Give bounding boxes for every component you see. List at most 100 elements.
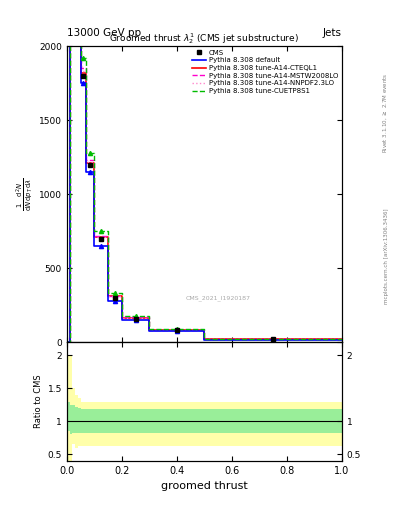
Pythia 8.308 tune-CUETP8S1	[106, 228, 110, 234]
Pythia 8.308 tune-A14-MSTW2008LO	[106, 292, 110, 298]
Pythia 8.308 tune-A14-NNPDF2.3LO	[67, 339, 72, 346]
Pythia 8.308 tune-A14-MSTW2008LO	[119, 292, 124, 298]
Line: Pythia 8.308 tune-CUETP8S1: Pythia 8.308 tune-CUETP8S1	[67, 0, 342, 343]
Pythia 8.308 tune-CUETP8S1	[340, 336, 344, 342]
Pythia 8.308 tune-CUETP8S1	[84, 150, 88, 156]
Pythia 8.308 tune-A14-MSTW2008LO	[340, 336, 344, 342]
Pythia 8.308 tune-A14-NNPDF2.3LO	[78, 68, 83, 74]
Pythia 8.308 default	[119, 317, 124, 323]
Line: Pythia 8.308 tune-A14-CTEQL1: Pythia 8.308 tune-A14-CTEQL1	[67, 0, 342, 343]
Pythia 8.308 tune-A14-MSTW2008LO	[78, 65, 83, 71]
Pythia 8.308 default	[92, 169, 97, 175]
Pythia 8.308 default	[106, 298, 110, 304]
Title: Groomed thrust $\lambda_2^1$ (CMS jet substructure): Groomed thrust $\lambda_2^1$ (CMS jet su…	[109, 31, 299, 46]
CMS	[81, 73, 86, 79]
Pythia 8.308 tune-CUETP8S1	[92, 150, 97, 156]
Pythia 8.308 tune-A14-MSTW2008LO	[202, 336, 207, 342]
Pythia 8.308 default	[147, 317, 152, 323]
Pythia 8.308 default	[202, 336, 207, 343]
Pythia 8.308 tune-A14-NNPDF2.3LO	[106, 293, 110, 299]
Pythia 8.308 default	[106, 243, 110, 249]
Pythia 8.308 tune-A14-CTEQL1	[106, 234, 110, 240]
Pythia 8.308 tune-A14-NNPDF2.3LO	[202, 327, 207, 333]
Pythia 8.308 tune-A14-MSTW2008LO	[92, 232, 97, 239]
Pythia 8.308 tune-A14-MSTW2008LO	[147, 327, 152, 333]
Pythia 8.308 tune-A14-NNPDF2.3LO	[84, 68, 88, 74]
Pythia 8.308 tune-A14-NNPDF2.3LO	[147, 327, 152, 333]
Pythia 8.308 default	[84, 169, 88, 175]
Text: Rivet 3.1.10, $\geq$ 2.7M events: Rivet 3.1.10, $\geq$ 2.7M events	[382, 72, 389, 153]
Pythia 8.308 tune-A14-NNPDF2.3LO	[202, 336, 207, 342]
Pythia 8.308 tune-CUETP8S1	[202, 336, 207, 342]
Pythia 8.308 tune-A14-NNPDF2.3LO	[92, 234, 97, 240]
Line: CMS: CMS	[69, 0, 275, 342]
Legend: CMS, Pythia 8.308 default, Pythia 8.308 tune-A14-CTEQL1, Pythia 8.308 tune-A14-M: CMS, Pythia 8.308 default, Pythia 8.308 …	[191, 48, 340, 96]
Pythia 8.308 tune-A14-CTEQL1	[67, 339, 72, 346]
Pythia 8.308 tune-A14-CTEQL1	[64, 339, 69, 346]
Text: 13000 GeV pp: 13000 GeV pp	[67, 28, 141, 38]
Pythia 8.308 tune-A14-CTEQL1	[84, 70, 88, 76]
Pythia 8.308 tune-A14-MSTW2008LO	[92, 157, 97, 163]
Y-axis label: $\frac{1}{\mathrm{d}N}\frac{\mathrm{d}^2N}{\mathrm{d}p_T\,\mathrm{d}\lambda}$: $\frac{1}{\mathrm{d}N}\frac{\mathrm{d}^2…	[14, 177, 35, 211]
Pythia 8.308 tune-CUETP8S1	[78, 55, 83, 61]
Pythia 8.308 default	[92, 243, 97, 249]
Line: Pythia 8.308 tune-A14-MSTW2008LO: Pythia 8.308 tune-A14-MSTW2008LO	[67, 0, 342, 343]
Line: Pythia 8.308 tune-A14-NNPDF2.3LO: Pythia 8.308 tune-A14-NNPDF2.3LO	[67, 0, 342, 343]
Pythia 8.308 default	[147, 328, 152, 334]
Pythia 8.308 tune-A14-NNPDF2.3LO	[106, 234, 110, 240]
Pythia 8.308 tune-A14-CTEQL1	[202, 336, 207, 342]
CMS	[88, 161, 93, 167]
Pythia 8.308 tune-A14-CTEQL1	[106, 293, 110, 300]
Pythia 8.308 tune-CUETP8S1	[119, 290, 124, 296]
Pythia 8.308 tune-A14-CTEQL1	[147, 315, 152, 321]
Text: mcplots.cern.ch [arXiv:1306.3436]: mcplots.cern.ch [arXiv:1306.3436]	[384, 208, 389, 304]
Pythia 8.308 default	[78, 80, 83, 86]
Pythia 8.308 tune-CUETP8S1	[67, 339, 72, 346]
Pythia 8.308 tune-A14-MSTW2008LO	[84, 65, 88, 71]
Pythia 8.308 tune-A14-CTEQL1	[202, 327, 207, 333]
Pythia 8.308 tune-CUETP8S1	[84, 55, 88, 61]
Pythia 8.308 tune-CUETP8S1	[147, 313, 152, 319]
Pythia 8.308 tune-CUETP8S1	[92, 228, 97, 234]
Pythia 8.308 tune-CUETP8S1	[147, 326, 152, 332]
Pythia 8.308 default	[84, 80, 88, 86]
Pythia 8.308 tune-CUETP8S1	[119, 313, 124, 319]
Text: CMS_2021_I1920187: CMS_2021_I1920187	[185, 295, 251, 301]
Pythia 8.308 tune-CUETP8S1	[202, 326, 207, 332]
Line: Pythia 8.308 default: Pythia 8.308 default	[67, 0, 342, 343]
Pythia 8.308 default	[202, 328, 207, 334]
Pythia 8.308 default	[340, 336, 344, 343]
Pythia 8.308 tune-A14-CTEQL1	[84, 160, 88, 166]
Pythia 8.308 tune-A14-MSTW2008LO	[84, 157, 88, 163]
CMS	[113, 295, 118, 301]
Pythia 8.308 tune-A14-MSTW2008LO	[67, 339, 72, 346]
CMS	[99, 236, 104, 242]
Pythia 8.308 tune-A14-CTEQL1	[119, 293, 124, 300]
Pythia 8.308 tune-A14-NNPDF2.3LO	[84, 159, 88, 165]
Pythia 8.308 tune-A14-NNPDF2.3LO	[92, 159, 97, 165]
Pythia 8.308 tune-A14-CTEQL1	[340, 336, 344, 342]
Text: Jets: Jets	[323, 28, 342, 38]
Pythia 8.308 tune-A14-CTEQL1	[92, 234, 97, 240]
Pythia 8.308 tune-A14-MSTW2008LO	[147, 314, 152, 321]
Pythia 8.308 tune-A14-CTEQL1	[147, 327, 152, 333]
Pythia 8.308 default	[67, 339, 72, 346]
Pythia 8.308 tune-A14-NNPDF2.3LO	[119, 293, 124, 299]
Pythia 8.308 tune-A14-CTEQL1	[119, 315, 124, 321]
Pythia 8.308 default	[64, 339, 69, 346]
Pythia 8.308 tune-CUETP8S1	[64, 339, 69, 346]
Pythia 8.308 tune-A14-MSTW2008LO	[119, 314, 124, 321]
Y-axis label: Ratio to CMS: Ratio to CMS	[35, 375, 43, 429]
Pythia 8.308 tune-A14-CTEQL1	[92, 160, 97, 166]
Pythia 8.308 tune-A14-NNPDF2.3LO	[64, 339, 69, 346]
Pythia 8.308 tune-A14-NNPDF2.3LO	[119, 315, 124, 321]
Pythia 8.308 tune-A14-MSTW2008LO	[202, 327, 207, 333]
X-axis label: groomed thrust: groomed thrust	[161, 481, 248, 491]
CMS	[174, 327, 179, 333]
Pythia 8.308 tune-A14-CTEQL1	[78, 70, 83, 76]
Pythia 8.308 default	[119, 298, 124, 304]
CMS	[133, 315, 138, 322]
CMS	[271, 336, 275, 343]
Pythia 8.308 tune-A14-NNPDF2.3LO	[147, 315, 152, 321]
Pythia 8.308 tune-A14-MSTW2008LO	[64, 339, 69, 346]
